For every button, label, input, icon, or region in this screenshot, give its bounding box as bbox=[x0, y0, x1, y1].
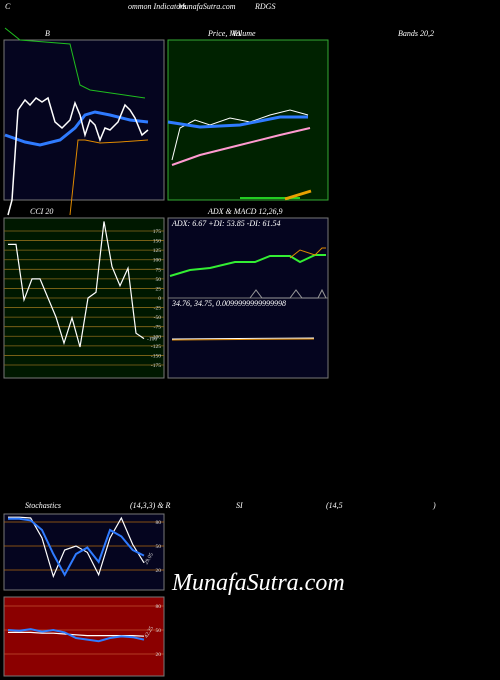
panel-label: (14,5 bbox=[326, 501, 343, 510]
indicator-line bbox=[7, 628, 145, 643]
volume-line bbox=[284, 189, 312, 201]
ma-line bbox=[171, 127, 311, 166]
upper-band bbox=[4, 27, 146, 99]
macd-text: 34.76, 34.75, 0.0099999999999998 bbox=[171, 299, 286, 308]
header-symbol: RDGS bbox=[254, 2, 275, 11]
price-line bbox=[7, 96, 149, 216]
y-tick-label: 50 bbox=[156, 628, 162, 634]
rsi-panel bbox=[3, 596, 165, 677]
value-label: -106 bbox=[147, 337, 157, 343]
panel-label: Volume bbox=[232, 29, 256, 38]
y-tick-label: 150 bbox=[153, 239, 162, 245]
panel-label: Stochastics bbox=[25, 501, 61, 510]
panel-label: ADX & MACD 12,26,9 bbox=[207, 207, 282, 216]
panel-label: (14,3,3) & R bbox=[130, 501, 171, 510]
y-tick-label: 125 bbox=[153, 248, 162, 254]
y-tick-label: -150 bbox=[151, 353, 161, 359]
y-tick-label: 80 bbox=[156, 520, 162, 526]
y-tick-label: -175 bbox=[151, 363, 161, 369]
signal-line bbox=[171, 338, 315, 341]
indicator-line bbox=[8, 516, 145, 579]
y-tick-label: 75 bbox=[156, 267, 162, 273]
ma-line bbox=[167, 115, 308, 129]
di-line bbox=[289, 247, 326, 259]
panel-label: Price, MA bbox=[207, 29, 241, 38]
adx-panel bbox=[167, 217, 329, 299]
macd-line bbox=[171, 337, 315, 340]
y-tick-label: 50 bbox=[156, 277, 162, 283]
header-indicators: ommon Indicators bbox=[128, 2, 186, 11]
y-tick-label: 20 bbox=[156, 652, 162, 658]
indicator-line bbox=[8, 221, 145, 348]
stochastics-panel bbox=[3, 513, 165, 591]
value-label: 42.25 bbox=[144, 625, 156, 639]
value-label: 29.05 bbox=[144, 552, 156, 566]
indicator-line bbox=[8, 517, 145, 577]
y-tick-label: -100 bbox=[151, 334, 161, 340]
y-tick-label: -125 bbox=[151, 344, 161, 350]
adx-text: ADX: 6.67 +DI: 53.85 -DI: 61.54 bbox=[171, 219, 281, 228]
header-c: C bbox=[5, 2, 11, 11]
panel-label: Bands 20,2 bbox=[398, 29, 434, 38]
panel-label: CCI 20 bbox=[30, 207, 53, 216]
y-tick-label: 0 bbox=[158, 296, 161, 302]
y-tick-label: -50 bbox=[154, 315, 162, 321]
adx-line bbox=[169, 254, 326, 277]
y-tick-label: -75 bbox=[154, 325, 162, 331]
panel-label: B bbox=[45, 29, 50, 38]
y-tick-label: 100 bbox=[153, 258, 162, 264]
panel-label: SI bbox=[236, 501, 243, 510]
y-tick-label: 50 bbox=[156, 544, 162, 550]
di-line bbox=[249, 288, 327, 299]
lower-band bbox=[69, 139, 149, 216]
panel-label: ) bbox=[432, 501, 436, 510]
y-tick-label: 25 bbox=[156, 286, 162, 292]
y-tick-label: 175 bbox=[153, 229, 162, 235]
y-tick-label: 80 bbox=[156, 604, 162, 610]
header-site: MunafaSutra.com bbox=[177, 2, 236, 11]
watermark: MunafaSutra.com bbox=[171, 570, 345, 596]
price-panel bbox=[167, 39, 329, 201]
y-tick-label: 20 bbox=[156, 568, 162, 574]
y-tick-label: -25 bbox=[154, 306, 162, 312]
